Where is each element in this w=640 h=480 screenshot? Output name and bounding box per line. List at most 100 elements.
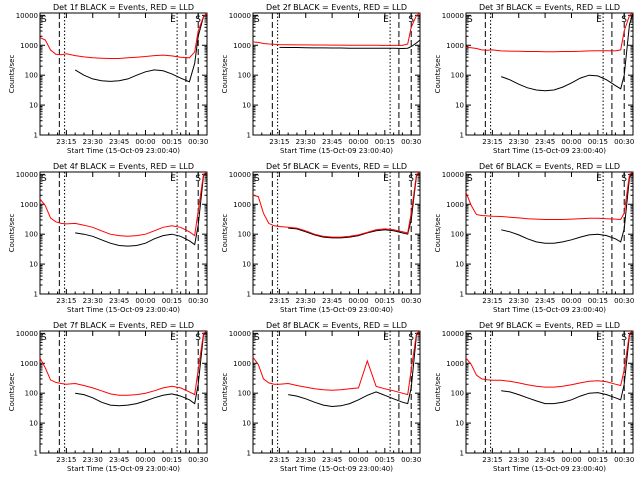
x-tick-label: 00:15 (162, 138, 182, 146)
y-tick-label: 1 (460, 450, 464, 458)
x-tick-label: 23:15 (269, 456, 289, 464)
x-tick-label: 00:00 (561, 138, 581, 146)
lld-series-line (39, 330, 208, 396)
panel-det-7: Det 7f BLACK = Events, RED = LLD 1 10 100 10… (8, 321, 208, 473)
panel-det-8: Det 8f BLACK = Events, RED = LLD 1 10 100 10… (221, 321, 421, 473)
x-tick-label: 00:00 (561, 297, 581, 305)
x-axis-label: Start Time (15-Oct-09 23:00:40) (280, 465, 393, 473)
y-tick-label: 10000 (16, 12, 38, 20)
x-tick-label: 00:15 (588, 138, 608, 146)
y-tick-label: 100 (238, 231, 251, 239)
y-axis-label: Counts/sec (8, 373, 16, 412)
plot-frame (465, 330, 634, 454)
y-tick-label: 100 (451, 231, 464, 239)
start-flag-label: S (467, 333, 473, 343)
y-axis-label: Counts/sec (434, 55, 442, 94)
y-tick-label: 1 (247, 291, 251, 299)
y-tick-label: 1 (460, 132, 464, 140)
y-tick-label: 10000 (442, 171, 464, 179)
events-series-line (501, 330, 634, 405)
y-tick-label: 1 (460, 291, 464, 299)
lld-series-line (39, 12, 208, 59)
x-tick-label: 23:15 (482, 456, 502, 464)
y-tick-label: 10 (455, 261, 464, 269)
y-tick-label: 1000 (233, 42, 251, 50)
x-tick-label: 23:45 (535, 297, 555, 305)
y-tick-label: 10 (242, 261, 251, 269)
x-tick-label: 00:30 (614, 138, 634, 146)
panel-title: Det 9f BLACK = Events, RED = LLD (479, 321, 620, 330)
x-tick-label: 23:15 (269, 138, 289, 146)
x-tick-label: 23:45 (535, 456, 555, 464)
panel-det-1: Det 1f BLACK = Events, RED = LLD 1 10 100 10… (8, 3, 208, 155)
start-flag-label: S (408, 15, 414, 25)
y-axis-label: Counts/sec (8, 55, 16, 94)
end-flag-label: E (383, 174, 389, 184)
end-flag-label: E (170, 174, 176, 184)
x-tick-label: 00:30 (188, 456, 208, 464)
x-tick-label: 23:15 (56, 138, 76, 146)
y-tick-label: 10000 (229, 330, 251, 338)
events-series-line (74, 12, 208, 83)
y-tick-label: 10000 (442, 330, 464, 338)
start-flag-label: S (41, 174, 47, 184)
plot-frame (465, 171, 634, 295)
x-tick-label: 00:30 (614, 456, 634, 464)
x-tick-label: 23:30 (296, 456, 316, 464)
y-tick-label: 10000 (16, 330, 38, 338)
y-tick-label: 1000 (20, 360, 38, 368)
start-flag-label: S (621, 333, 627, 343)
x-tick-label: 00:15 (375, 138, 395, 146)
x-tick-label: 23:30 (296, 297, 316, 305)
x-tick-label: 23:45 (322, 297, 342, 305)
y-tick-label: 1000 (233, 360, 251, 368)
y-tick-label: 1000 (20, 42, 38, 50)
x-tick-label: 23:45 (109, 297, 129, 305)
panel-title: Det 3f BLACK = Events, RED = LLD (479, 3, 620, 12)
start-flag-label: S (621, 15, 627, 25)
end-flag-label: E (383, 15, 389, 25)
end-flag-label: E (596, 15, 602, 25)
x-tick-label: 23:45 (535, 138, 555, 146)
x-tick-label: 23:15 (482, 297, 502, 305)
plot-frame (252, 171, 421, 295)
x-axis-label: Start Time (15-Oct-09 23:00:40) (67, 147, 180, 155)
end-flag-label: E (170, 15, 176, 25)
end-flag-label: E (170, 333, 176, 343)
y-tick-label: 100 (25, 231, 38, 239)
y-axis-label: Counts/sec (221, 214, 229, 253)
lld-series-line (252, 12, 421, 46)
plot-frame (252, 330, 421, 454)
plot-frame (39, 330, 208, 454)
y-tick-label: 100 (238, 72, 251, 80)
y-tick-label: 100 (25, 72, 38, 80)
x-tick-label: 00:00 (135, 138, 155, 146)
end-flag-label: E (596, 333, 602, 343)
x-tick-label: 23:30 (509, 138, 529, 146)
x-tick-label: 23:30 (83, 138, 103, 146)
plot-frame (39, 171, 208, 295)
lld-series-line (465, 171, 634, 221)
y-axis-label: Counts/sec (221, 55, 229, 94)
panel-title: Det 5f BLACK = Events, RED = LLD (266, 162, 407, 171)
start-flag-label: S (195, 15, 201, 25)
y-tick-label: 100 (451, 390, 464, 398)
x-tick-label: 00:00 (348, 456, 368, 464)
events-series-line (501, 12, 634, 92)
x-axis-label: Start Time (15-Oct-09 23:00:40) (280, 306, 393, 314)
y-tick-label: 1 (34, 291, 38, 299)
y-axis-label: Counts/sec (8, 214, 16, 253)
y-tick-label: 1 (34, 132, 38, 140)
x-tick-label: 00:00 (561, 456, 581, 464)
lld-series-line (252, 330, 421, 396)
panel-det-4: Det 4f BLACK = Events, RED = LLD 1 10 100 10… (8, 162, 208, 314)
events-series-line (279, 39, 421, 50)
x-axis-label: Start Time (15-Oct-09 23:00:40) (493, 306, 606, 314)
x-tick-label: 23:30 (83, 456, 103, 464)
x-tick-label: 00:00 (135, 456, 155, 464)
lld-series-line (39, 171, 208, 237)
panel-title: Det 1f BLACK = Events, RED = LLD (53, 3, 194, 12)
y-tick-label: 100 (238, 390, 251, 398)
x-axis-label: Start Time (15-Oct-09 23:00:40) (280, 147, 393, 155)
